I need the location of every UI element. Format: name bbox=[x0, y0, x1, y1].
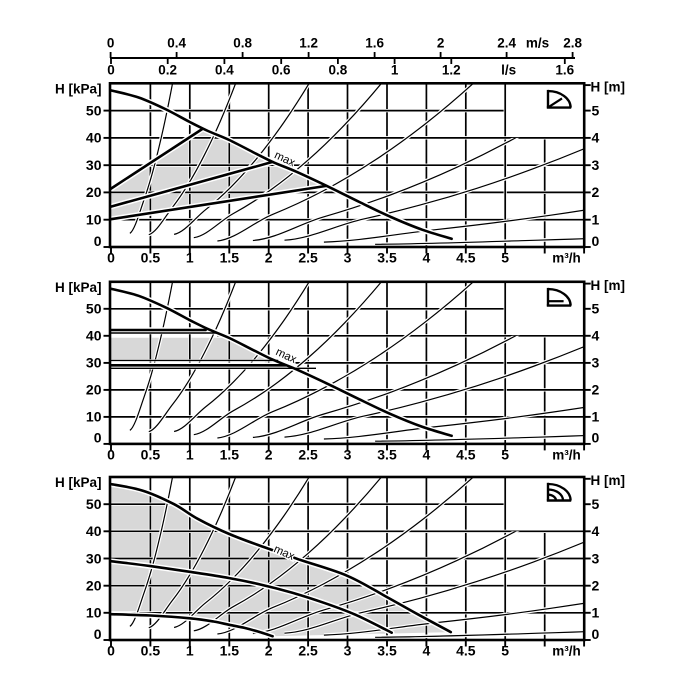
svg-text:5: 5 bbox=[592, 496, 600, 512]
svg-text:2: 2 bbox=[437, 36, 445, 51]
svg-text:0.4: 0.4 bbox=[167, 36, 186, 51]
svg-text:0.4: 0.4 bbox=[215, 63, 234, 78]
svg-text:0: 0 bbox=[592, 430, 600, 446]
svg-text:4: 4 bbox=[592, 523, 600, 539]
svg-text:0: 0 bbox=[94, 233, 102, 249]
svg-text:10: 10 bbox=[86, 212, 102, 228]
svg-text:40: 40 bbox=[86, 130, 102, 146]
svg-text:2: 2 bbox=[592, 382, 600, 398]
svg-text:3: 3 bbox=[592, 355, 600, 371]
svg-text:H [m]: H [m] bbox=[591, 473, 626, 488]
svg-text:0: 0 bbox=[107, 446, 115, 462]
svg-text:1: 1 bbox=[592, 212, 600, 228]
svg-text:2: 2 bbox=[265, 250, 273, 266]
svg-text:30: 30 bbox=[86, 157, 102, 173]
svg-text:0.8: 0.8 bbox=[233, 36, 252, 51]
svg-text:2.5: 2.5 bbox=[298, 250, 318, 266]
svg-text:40: 40 bbox=[86, 328, 102, 344]
svg-text:l/s: l/s bbox=[501, 63, 516, 78]
svg-text:2: 2 bbox=[592, 578, 600, 594]
svg-text:4.5: 4.5 bbox=[456, 250, 476, 266]
svg-text:1.2: 1.2 bbox=[299, 36, 318, 51]
svg-text:10: 10 bbox=[86, 605, 102, 621]
svg-text:10: 10 bbox=[86, 409, 102, 425]
svg-text:H [kPa]: H [kPa] bbox=[55, 82, 102, 97]
svg-text:30: 30 bbox=[86, 355, 102, 371]
svg-text:50: 50 bbox=[86, 102, 102, 118]
svg-text:5: 5 bbox=[592, 102, 600, 118]
svg-text:0.8: 0.8 bbox=[329, 63, 348, 78]
svg-text:1.5: 1.5 bbox=[220, 446, 240, 462]
svg-text:2.5: 2.5 bbox=[298, 446, 318, 462]
svg-text:20: 20 bbox=[86, 578, 102, 594]
svg-text:4: 4 bbox=[423, 643, 431, 659]
svg-text:1: 1 bbox=[186, 250, 194, 266]
svg-text:1: 1 bbox=[186, 446, 194, 462]
svg-text:2: 2 bbox=[265, 643, 273, 659]
svg-text:1: 1 bbox=[592, 409, 600, 425]
svg-text:0: 0 bbox=[592, 233, 600, 249]
svg-text:20: 20 bbox=[86, 184, 102, 200]
svg-text:4: 4 bbox=[423, 250, 431, 266]
svg-text:0: 0 bbox=[107, 36, 115, 51]
svg-text:4.5: 4.5 bbox=[456, 446, 476, 462]
svg-text:0.2: 0.2 bbox=[158, 63, 177, 78]
svg-text:m/s: m/s bbox=[526, 36, 549, 51]
svg-text:0: 0 bbox=[107, 63, 115, 78]
svg-text:H [m]: H [m] bbox=[591, 79, 626, 94]
svg-text:5: 5 bbox=[501, 250, 509, 266]
svg-text:2: 2 bbox=[592, 184, 600, 200]
svg-text:1.2: 1.2 bbox=[442, 63, 461, 78]
svg-text:1: 1 bbox=[592, 605, 600, 621]
svg-text:2.4: 2.4 bbox=[497, 36, 516, 51]
svg-text:50: 50 bbox=[86, 301, 102, 317]
svg-text:2: 2 bbox=[265, 446, 273, 462]
svg-text:0.5: 0.5 bbox=[141, 250, 161, 266]
svg-text:5: 5 bbox=[501, 643, 509, 659]
svg-text:0.6: 0.6 bbox=[272, 63, 291, 78]
svg-text:2.5: 2.5 bbox=[298, 643, 318, 659]
svg-text:0.5: 0.5 bbox=[141, 446, 161, 462]
svg-text:H [m]: H [m] bbox=[591, 278, 626, 293]
svg-text:1: 1 bbox=[186, 643, 194, 659]
svg-text:20: 20 bbox=[86, 382, 102, 398]
svg-text:3: 3 bbox=[592, 157, 600, 173]
svg-text:4: 4 bbox=[592, 328, 600, 344]
svg-text:30: 30 bbox=[86, 550, 102, 566]
svg-text:3.5: 3.5 bbox=[377, 643, 397, 659]
svg-text:3: 3 bbox=[344, 643, 352, 659]
svg-text:3.5: 3.5 bbox=[377, 446, 397, 462]
svg-text:0: 0 bbox=[107, 643, 115, 659]
svg-text:4: 4 bbox=[592, 130, 600, 146]
svg-text:m³/h: m³/h bbox=[552, 644, 581, 659]
svg-text:4: 4 bbox=[423, 446, 431, 462]
svg-text:0: 0 bbox=[592, 626, 600, 642]
svg-text:1: 1 bbox=[391, 63, 399, 78]
svg-text:m³/h: m³/h bbox=[552, 447, 581, 462]
svg-text:40: 40 bbox=[86, 523, 102, 539]
svg-text:1.6: 1.6 bbox=[365, 36, 384, 51]
svg-text:0: 0 bbox=[94, 626, 102, 642]
svg-text:0: 0 bbox=[107, 250, 115, 266]
svg-text:4.5: 4.5 bbox=[456, 643, 476, 659]
svg-text:H [kPa]: H [kPa] bbox=[55, 280, 102, 295]
svg-text:1.6: 1.6 bbox=[555, 63, 574, 78]
svg-text:50: 50 bbox=[86, 496, 102, 512]
svg-text:H [kPa]: H [kPa] bbox=[55, 475, 102, 490]
svg-text:1.5: 1.5 bbox=[220, 643, 240, 659]
svg-text:m³/h: m³/h bbox=[552, 251, 581, 266]
svg-text:3.5: 3.5 bbox=[377, 250, 397, 266]
svg-text:3: 3 bbox=[592, 550, 600, 566]
svg-text:0: 0 bbox=[94, 430, 102, 446]
svg-text:3: 3 bbox=[344, 250, 352, 266]
svg-text:5: 5 bbox=[592, 301, 600, 317]
svg-text:3: 3 bbox=[344, 446, 352, 462]
svg-text:1.5: 1.5 bbox=[220, 250, 240, 266]
svg-text:0.5: 0.5 bbox=[141, 643, 161, 659]
svg-text:2.8: 2.8 bbox=[563, 36, 582, 51]
svg-text:5: 5 bbox=[501, 446, 509, 462]
